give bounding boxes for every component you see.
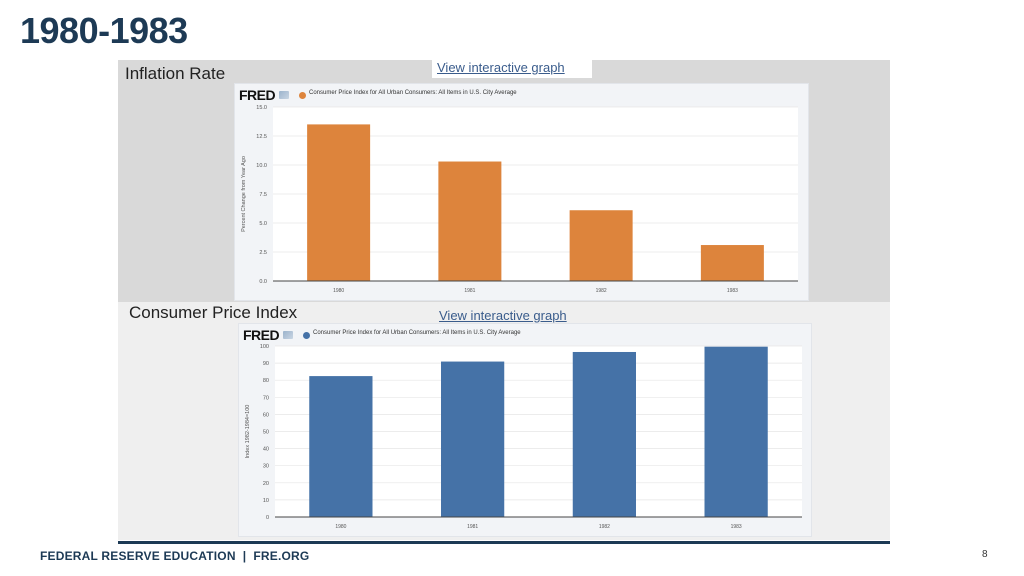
x-tick-label: 1980 (335, 524, 346, 530)
bar-1981 (438, 161, 502, 281)
y-tick-label: 5.0 (259, 221, 267, 227)
y-axis-label: Index 1982-1984=100 (245, 405, 251, 459)
legend-marker (299, 92, 306, 99)
view-interactive-graph-link-cpi[interactable]: View interactive graph (439, 308, 567, 323)
y-tick-label: 2.5 (259, 250, 267, 256)
x-tick-label: 1981 (464, 288, 475, 294)
y-tick-label: 30 (263, 464, 269, 470)
bar-1980 (307, 124, 371, 282)
y-tick-label: 50 (263, 430, 269, 436)
page-number: 8 (982, 549, 988, 560)
slide-title: 1980-1983 (20, 10, 188, 51)
y-tick-label: 0 (266, 515, 269, 521)
x-tick-label: 1983 (727, 288, 738, 294)
bar-1981 (441, 361, 505, 517)
fred-chart-icon (279, 91, 289, 99)
y-tick-label: 40 (263, 447, 269, 453)
fred-chart-icon (283, 331, 293, 339)
bar-1983 (704, 346, 768, 517)
bar-1982 (569, 210, 633, 281)
y-tick-label: 15.0 (256, 105, 267, 111)
legend-marker (303, 332, 310, 339)
x-tick-label: 1981 (467, 524, 478, 530)
x-tick-label: 1982 (599, 524, 610, 530)
fred-logo: FRED (243, 327, 280, 343)
inflation-rate-label: Inflation Rate (125, 64, 226, 83)
y-tick-label: 60 (263, 412, 269, 418)
y-tick-label: 20 (263, 481, 269, 487)
view-interactive-graph-link-inflation[interactable]: View interactive graph (437, 60, 565, 75)
x-tick-label: 1982 (596, 288, 607, 294)
link-background (432, 58, 592, 78)
legend-text: Consumer Price Index for All Urban Consu… (309, 90, 517, 96)
cpi-chart-plot: 0 10 20 30 40 50 60 70 80 90 100 1980 1981 1982 1983 In… (245, 344, 802, 530)
footer-text: FEDERAL RESERVE EDUCATION | FRE.ORG (40, 549, 310, 563)
bottom-rule (118, 541, 890, 544)
bar-1982 (572, 351, 636, 517)
y-tick-label: 100 (260, 344, 269, 350)
bar-1980 (309, 376, 373, 517)
y-tick-label: 80 (263, 378, 269, 384)
x-tick-label: 1980 (333, 288, 344, 294)
fred-logo: FRED (239, 87, 276, 103)
inflation-chart-plot: 0.0 2.5 5.0 7.5 10.0 12.5 15.0 1980 1981 1982 1983… (241, 105, 798, 294)
y-tick-label: 10.0 (256, 163, 267, 169)
y-tick-label: 7.5 (259, 192, 267, 198)
y-tick-label: 70 (263, 395, 269, 401)
y-axis-label: Percent Change from Year Ago (241, 156, 247, 232)
bar-1983 (700, 245, 764, 281)
inflation-rate-chart[interactable]: FRED Consumer Price Index for All Urban … (234, 83, 809, 301)
y-tick-label: 12.5 (256, 134, 267, 140)
y-tick-label: 0.0 (259, 279, 267, 285)
y-tick-label: 10 (263, 498, 269, 504)
y-tick-label: 90 (263, 361, 269, 367)
cpi-chart[interactable]: FRED Consumer Price Index for All Urban … (238, 323, 812, 537)
consumer-price-index-label: Consumer Price Index (129, 303, 298, 322)
x-tick-label: 1983 (731, 524, 742, 530)
legend-text: Consumer Price Index for All Urban Consu… (313, 330, 521, 336)
